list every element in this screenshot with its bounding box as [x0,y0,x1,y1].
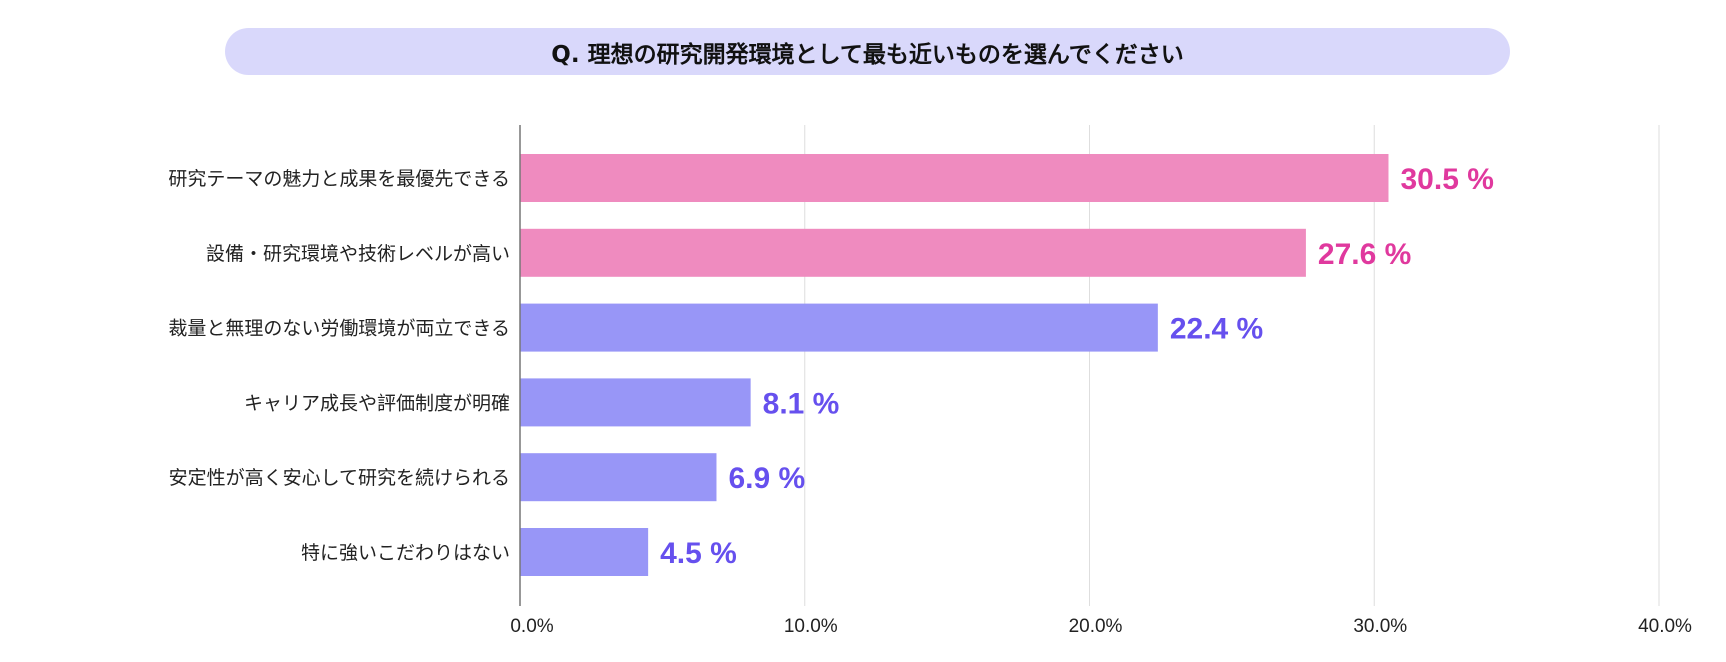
bar [520,303,1158,352]
bar [520,378,751,427]
data-label: 27.6 % [1318,238,1411,271]
x-tick-label: 40.0% [1638,616,1692,637]
chart-title: Q. 理想の研究開発環境として最も近いものを選んでください [225,28,1510,75]
category-label: 安定性が高く安心して研究を続けられる [169,467,510,489]
data-label: 22.4 % [1170,313,1263,346]
bar [520,228,1306,277]
bar [520,453,717,502]
x-tick-label: 0.0% [510,616,553,637]
category-label: 裁量と無理のない労働環境が両立できる [168,318,510,340]
category-label: 特に強いこだわりはない [301,542,510,564]
data-label: 6.9 % [728,462,805,495]
bar [520,528,649,576]
x-tick-label: 20.0% [1069,616,1123,637]
x-tick-label: 10.0% [784,616,838,637]
data-label: 4.5 % [660,537,737,570]
data-label: 30.5 % [1400,163,1493,196]
category-label: キャリア成長や評価制度が明確 [244,392,510,414]
category-label: 設備・研究環境や技術レベルが高い [206,243,510,265]
category-label: 研究テーマの魅力と成果を最優先できる [168,168,510,190]
bar [520,154,1389,202]
x-tick-label: 30.0% [1353,616,1407,637]
data-label: 8.1 % [763,387,840,420]
